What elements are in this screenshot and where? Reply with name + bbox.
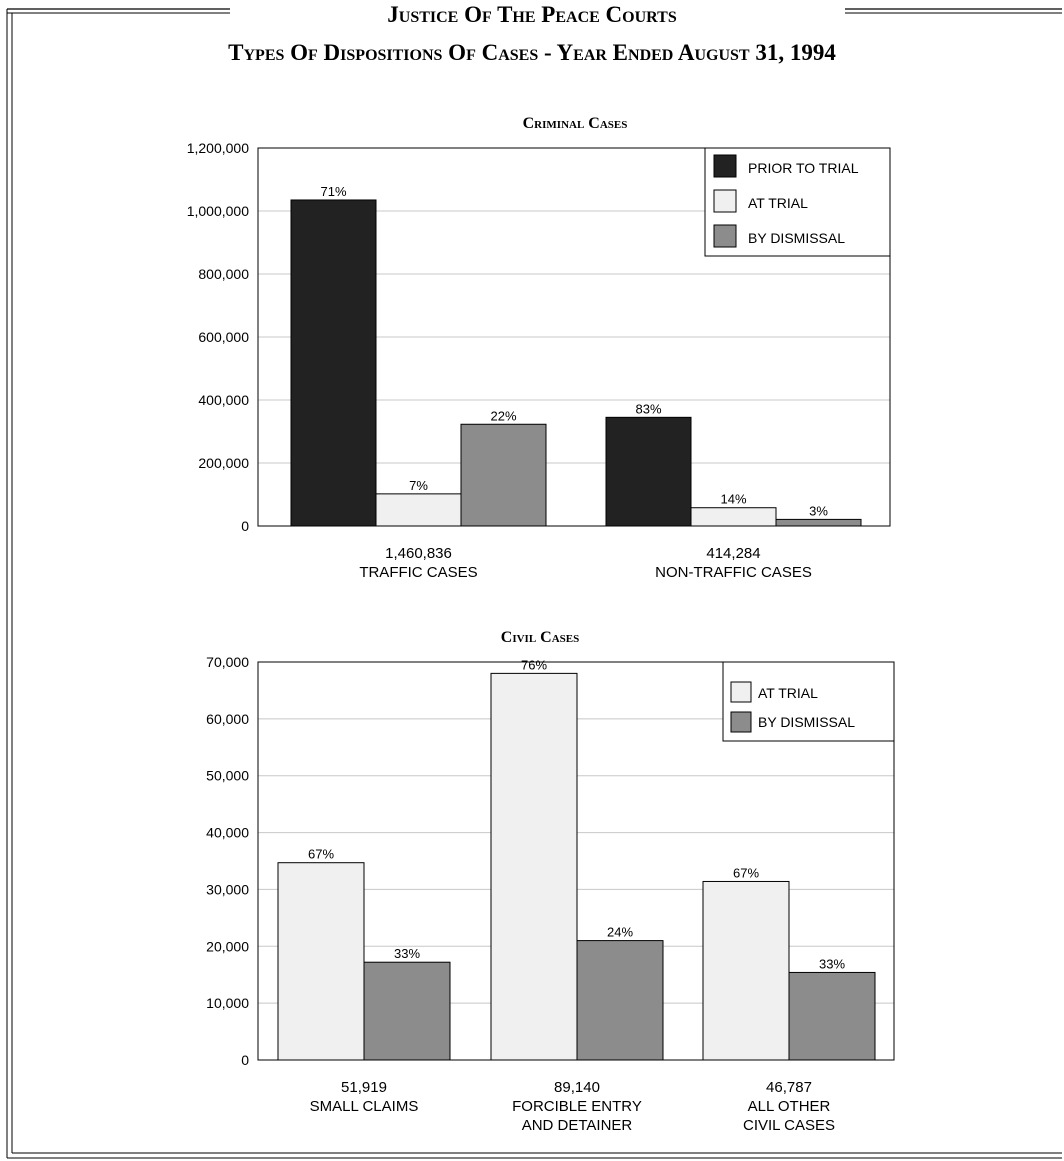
y-tick-label: 400,000 — [198, 392, 249, 408]
legend-swatch-by-dismissal — [713, 224, 737, 248]
bars: 71% 7% 22% 83% 14% 3% — [290, 184, 862, 527]
page-subtitle: Types Of Dispositions Of Cases - Year En… — [228, 40, 836, 65]
legend-swatch-prior-to-trial — [713, 154, 737, 178]
chart-title: Civil Cases — [501, 629, 579, 646]
y-tick-label: 50,000 — [206, 768, 249, 784]
bar-at-trial-traffic-cases — [375, 493, 462, 527]
y-tick-label: 1,000,000 — [187, 203, 249, 219]
page-title: Justice Of The Peace Courts — [387, 2, 677, 27]
y-tick-label: 30,000 — [206, 881, 249, 897]
legend-label-at-trial: AT TRIAL — [758, 685, 818, 701]
bar-data-label: 76% — [521, 657, 547, 672]
civil-cases-chart: Civil Cases 0 10,000 20,000 30,000 40,000 50,… — [206, 629, 895, 1134]
bars: 67% 33% 76% 24% 67% 33% — [277, 657, 876, 1061]
category-label: ALL OTHER — [748, 1098, 831, 1115]
bar-data-label: 22% — [490, 408, 516, 423]
bar-by-dismissal-traffic-cases — [460, 423, 547, 527]
category-label: NON-TRAFFIC CASES — [655, 564, 812, 581]
y-tick-label: 20,000 — [206, 938, 249, 954]
category-label: SMALL CLAIMS — [310, 1098, 419, 1115]
legend-swatch-at-trial — [730, 681, 752, 703]
category-total: 89,140 — [554, 1079, 600, 1096]
bar-by-dismissal-non-traffic-cases — [775, 518, 862, 527]
plot-area — [257, 147, 891, 527]
y-axis-ticks: 0 200,000 400,000 600,000 800,000 1,000,000 1,… — [187, 140, 250, 534]
bar-at-trial-small-claims — [277, 862, 365, 1061]
y-tick-label: 800,000 — [198, 266, 249, 282]
bar-at-trial-non-traffic-cases — [690, 507, 777, 527]
bar-data-label: 24% — [607, 925, 633, 940]
bar-by-dismissal-forcible-entry-and-detainer — [576, 940, 664, 1061]
legend-label-at-trial: AT TRIAL — [748, 195, 808, 211]
y-tick-label: 40,000 — [206, 825, 249, 841]
bar-at-trial-all-other-civil-cases — [702, 880, 790, 1061]
y-tick-label: 10,000 — [206, 995, 249, 1011]
bar-at-trial-forcible-entry-and-detainer — [490, 672, 578, 1061]
bar-data-label: 67% — [308, 847, 334, 862]
y-tick-label: 0 — [241, 1052, 249, 1068]
y-tick-label: 600,000 — [198, 329, 249, 345]
bar-data-label: 33% — [394, 946, 420, 961]
category-total: 1,460,836 — [385, 545, 452, 562]
legend-swatch-at-trial — [713, 189, 737, 213]
bar-by-dismissal-all-other-civil-cases — [788, 971, 876, 1061]
bar-data-label: 14% — [720, 492, 746, 507]
y-tick-label: 1,200,000 — [187, 140, 249, 156]
y-tick-label: 0 — [241, 518, 249, 534]
bar-data-label: 67% — [733, 865, 759, 880]
category-total: 46,787 — [766, 1079, 812, 1096]
legend: PRIOR TO TRIAL AT TRIAL BY DISMISSAL — [704, 147, 891, 257]
criminal-cases-chart: Criminal Cases 0 200,000 400,000 600,000 800… — [187, 115, 891, 581]
y-tick-label: 200,000 — [198, 455, 249, 471]
y-tick-label: 60,000 — [206, 711, 249, 727]
bar-data-label: 7% — [409, 478, 428, 493]
y-tick-label: 70,000 — [206, 654, 249, 670]
bar-prior-to-trial-non-traffic-cases — [605, 416, 692, 527]
category-label: AND DETAINER — [522, 1117, 633, 1134]
category-label: FORCIBLE ENTRY — [512, 1098, 642, 1115]
legend-label-by-dismissal: BY DISMISSAL — [748, 230, 845, 246]
bar-by-dismissal-small-claims — [363, 961, 451, 1061]
category-total: 414,284 — [706, 545, 760, 562]
legend-label-by-dismissal: BY DISMISSAL — [758, 714, 855, 730]
bar-data-label: 33% — [819, 956, 845, 971]
legend-swatch-by-dismissal — [730, 711, 752, 733]
bar-data-label: 83% — [635, 401, 661, 416]
x-axis-labels: 51,919 SMALL CLAIMS 89,140 FORCIBLE ENTRY AN… — [310, 1079, 835, 1134]
bar-data-label: 71% — [320, 184, 346, 199]
bar-prior-to-trial-traffic-cases — [290, 199, 377, 527]
legend: AT TRIAL BY DISMISSAL — [722, 661, 895, 742]
x-axis-labels: 1,460,836 TRAFFIC CASES 414,284 NON-TRAFFIC… — [359, 545, 812, 581]
y-axis-ticks: 0 10,000 20,000 30,000 40,000 50,000 60,000 70,… — [206, 654, 249, 1068]
category-total: 51,919 — [341, 1079, 387, 1096]
category-label: CIVIL CASES — [743, 1117, 835, 1134]
bar-data-label: 3% — [809, 503, 828, 518]
category-label: TRAFFIC CASES — [359, 564, 477, 581]
chart-title: Criminal Cases — [523, 115, 628, 132]
legend-label-prior-to-trial: PRIOR TO TRIAL — [748, 160, 859, 176]
